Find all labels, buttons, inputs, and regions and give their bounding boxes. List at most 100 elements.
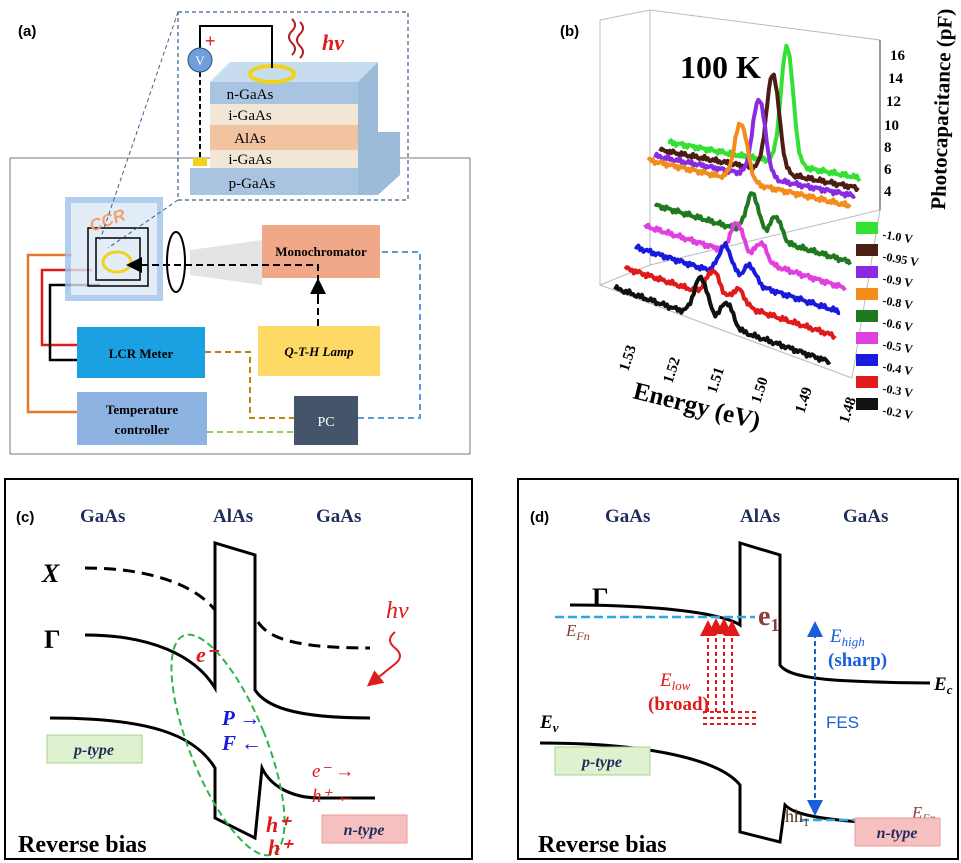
subscript: high (842, 634, 865, 649)
field-label: F ← (221, 731, 262, 755)
legend-swatch (856, 332, 878, 344)
symbol: e (758, 601, 770, 632)
energy-label: Ehigh (829, 626, 865, 649)
symbol: hh (785, 806, 803, 826)
photon-label: hν (386, 598, 409, 624)
layer-label: p-GaAs (229, 176, 276, 192)
subscript: Fn (575, 629, 589, 643)
legend-label: -0.9 V (881, 271, 914, 290)
legend-label: -0.6 V (881, 315, 914, 334)
subscript: 1 (770, 615, 779, 635)
symbol: E (933, 674, 947, 695)
x-tick-label: 1.52 (661, 355, 684, 385)
legend-swatch (856, 398, 878, 410)
legend-swatch (856, 354, 878, 366)
symbol: E (829, 626, 842, 647)
y-tick-label: 8 (884, 140, 892, 156)
layer-label: n-GaAs (227, 87, 274, 103)
region-label: GaAs (80, 506, 125, 527)
drift-label: h⁺ ← (312, 786, 355, 807)
panel-a: (a) CCR n-GaAs i-GaAs AlAs i-GaAs p-GaAs… (10, 12, 470, 454)
carrier-label: e⁻ (196, 642, 220, 667)
legend-label: -0.2 V (881, 403, 914, 422)
subscript: low (672, 678, 691, 693)
region-label: AlAs (740, 506, 780, 527)
box-edge (600, 10, 880, 210)
energy-note: (sharp) (828, 650, 887, 671)
figure: (a) CCR n-GaAs i-GaAs AlAs i-GaAs p-GaAs… (0, 0, 961, 863)
y-tick-label: 10 (884, 118, 899, 134)
level-label: e1 (758, 601, 779, 635)
photon-wave (370, 632, 400, 684)
y-tick-label: 6 (884, 162, 892, 178)
temperature-label: 100 K (680, 49, 761, 85)
subscript: c (947, 682, 953, 697)
lens (167, 232, 185, 292)
y-axis-title: Photocapacitance (pF) (926, 8, 957, 210)
y-tick-label: 12 (886, 94, 901, 110)
y-tick-label: 14 (888, 71, 904, 87)
x-axis-title: Energy (eV) (631, 378, 764, 436)
bias-label: Reverse bias (538, 832, 667, 858)
legend-label: -0.95 V (881, 249, 920, 269)
panel-label: (a) (18, 23, 36, 40)
fes-label: FES (826, 713, 859, 732)
subscript: v (553, 720, 559, 735)
spectrum-curve (645, 223, 845, 290)
legend-swatch (856, 222, 878, 234)
x-tick-label: 1.51 (705, 365, 728, 395)
x-tick-label: 1.49 (793, 385, 816, 415)
legend-label: -0.4 V (881, 359, 914, 378)
legend-swatch (856, 244, 878, 256)
energy-note: (broad) (648, 694, 709, 715)
type-label: n-type (344, 822, 385, 839)
instrument-label: LCR Meter (109, 346, 174, 361)
band-label: Γ (592, 583, 609, 612)
light-beam (190, 240, 262, 285)
layer-side (358, 62, 400, 195)
voltmeter-label: V (195, 53, 205, 68)
shape: 16 14 12 10 8 6 4 (884, 48, 906, 200)
level-label: hh1 (785, 806, 809, 829)
region-label: GaAs (843, 506, 888, 527)
panel-frame (5, 479, 472, 859)
symbol: E (565, 621, 577, 640)
energy-label: Elow (659, 670, 691, 693)
symbol: E (659, 670, 672, 691)
band-label: Ec (933, 674, 953, 697)
panel-label: (b) (560, 23, 579, 40)
bias-label: Reverse bias (18, 832, 147, 858)
region-label: AlAs (213, 506, 253, 527)
instrument-label: controller (115, 422, 170, 437)
region-label: GaAs (605, 506, 650, 527)
x-band (85, 568, 215, 610)
band-label: Ev (539, 712, 559, 735)
drift-label: e⁻ → (312, 761, 354, 782)
instrument-label: PC (317, 415, 334, 430)
panel-d: (d) GaAs AlAs GaAs Γ EFn e1 Elow (broad)… (518, 479, 958, 859)
legend-label: -0.5 V (881, 337, 914, 356)
layer-label: i-GaAs (228, 108, 271, 124)
contact (193, 158, 207, 166)
legend-swatch (856, 288, 878, 300)
y-tick-label: 4 (884, 184, 892, 200)
legend-swatch (856, 266, 878, 278)
panel-c: (c) GaAs AlAs GaAs X Γ hν e⁻ P → F ← e⁻ … (5, 479, 472, 863)
legend-label: -1.0 V (881, 227, 914, 246)
panel-b: (b) 16 14 12 10 8 6 4 Photocapacitance (… (560, 8, 957, 435)
region-label: GaAs (316, 506, 361, 527)
subscript: 1 (803, 815, 809, 829)
instrument-label: Q-T-H Lamp (284, 344, 354, 359)
polarization-label: P → (221, 706, 260, 730)
shape (703, 622, 757, 724)
fermi-label: EFn (565, 621, 590, 643)
panel-label: (c) (16, 509, 34, 526)
layer-label: AlAs (234, 131, 266, 147)
photon-label: hν (322, 30, 344, 55)
temperature-controller (77, 392, 207, 445)
layer-label: i-GaAs (228, 152, 271, 168)
legend-swatch (856, 376, 878, 388)
legend-label: -0.8 V (881, 293, 914, 312)
legend-swatch (856, 310, 878, 322)
panel-frame (518, 479, 958, 859)
